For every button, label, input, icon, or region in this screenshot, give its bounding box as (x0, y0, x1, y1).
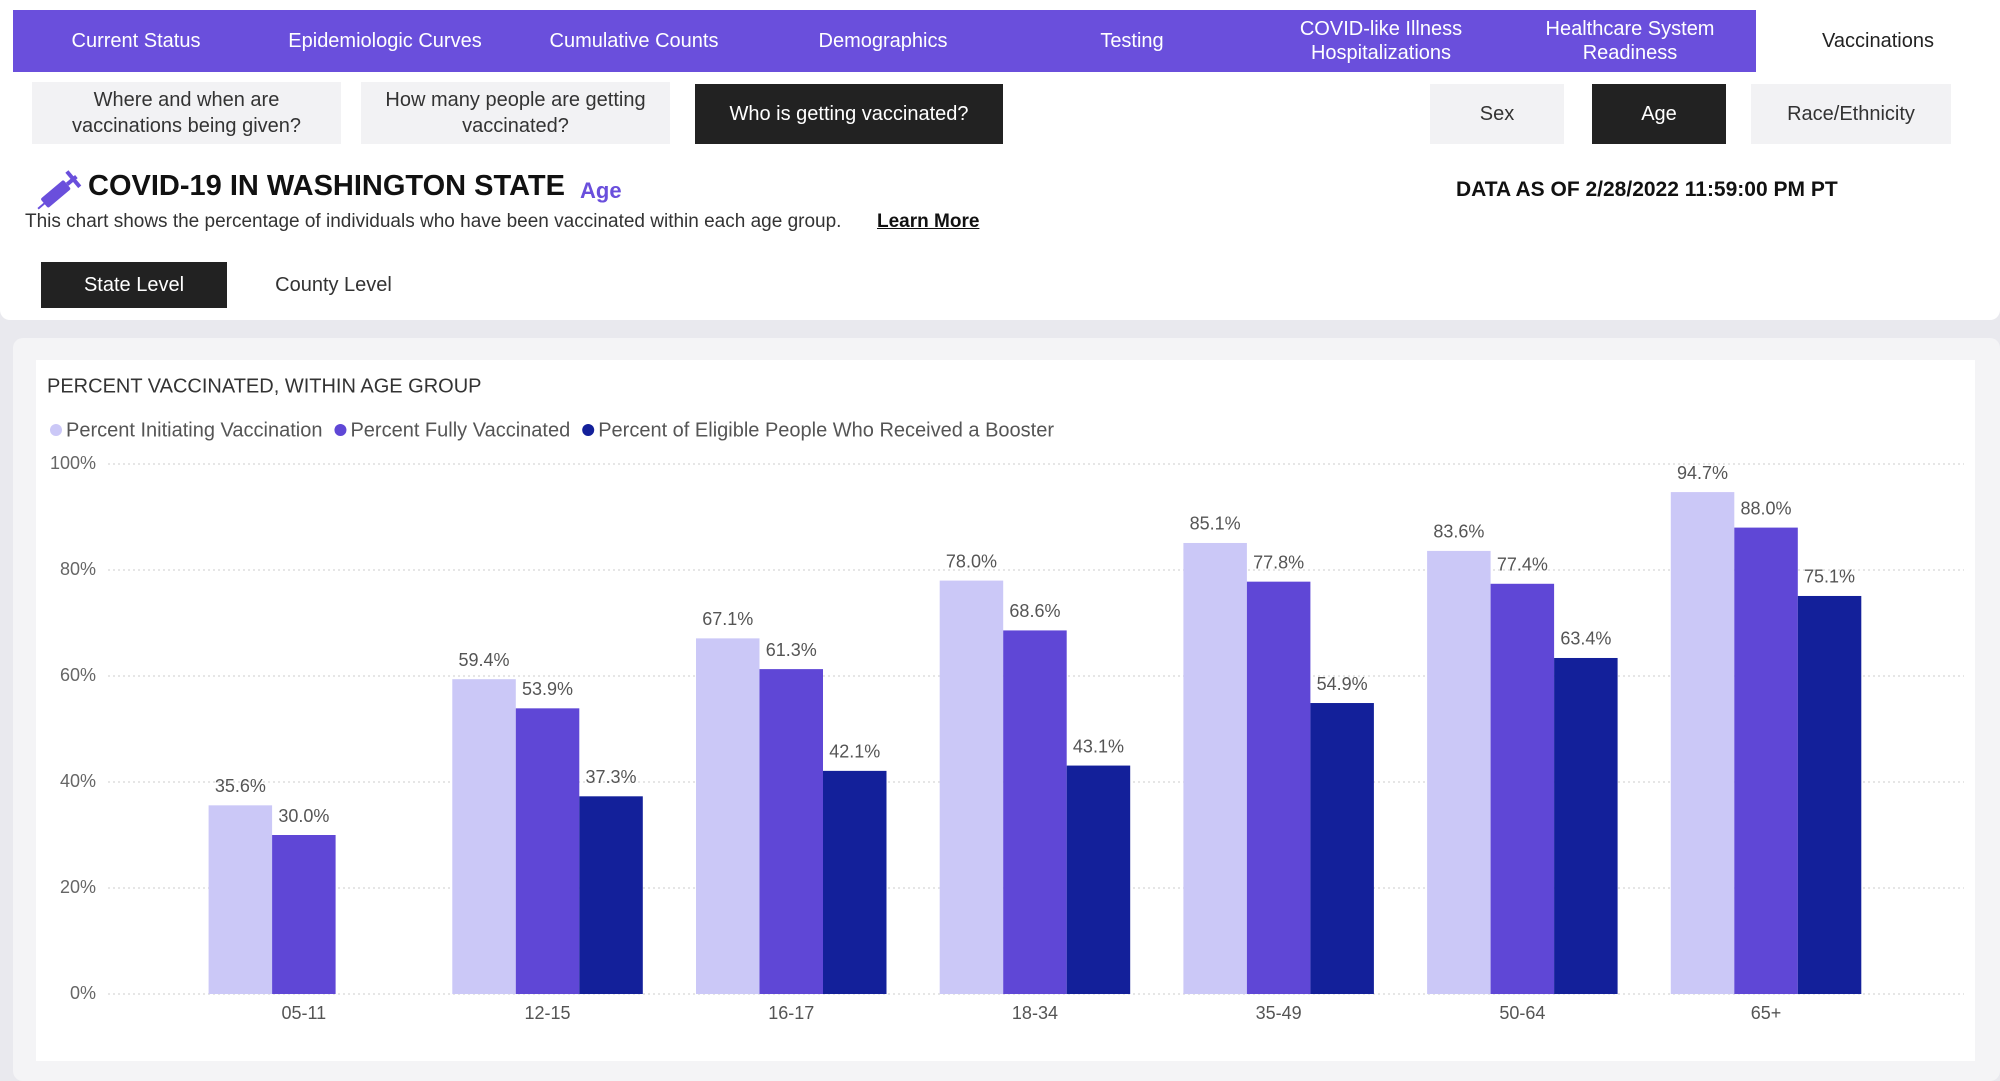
x-tick-label: 18-34 (1012, 1003, 1058, 1023)
nav-tab[interactable]: Current Status (13, 10, 259, 72)
y-tick-label: 60% (60, 665, 96, 685)
bar (1183, 542, 1247, 994)
data-label: 83.6% (1433, 522, 1484, 542)
data-label: 53.9% (522, 679, 573, 699)
syringe-icon (37, 170, 82, 210)
data-label: 61.3% (766, 640, 817, 660)
x-tick-label: 65+ (1751, 1003, 1782, 1023)
bar (452, 679, 516, 994)
nav-tab[interactable]: Demographics (760, 10, 1006, 72)
nav-tab[interactable]: COVID-like Illness Hospitalizations (1258, 10, 1504, 72)
x-tick-label: 35-49 (1256, 1003, 1302, 1023)
bar (272, 835, 336, 994)
level-button[interactable]: State Level (41, 262, 227, 308)
data-label: 63.4% (1560, 629, 1611, 649)
description: This chart shows the percentage of indiv… (25, 211, 842, 232)
bar (823, 770, 887, 994)
data-label: 43.1% (1073, 736, 1124, 756)
bar (579, 796, 643, 994)
bar (1734, 527, 1798, 994)
data-label: 37.3% (586, 767, 637, 787)
bar (759, 669, 823, 994)
legend-label: Percent Fully Vaccinated (350, 419, 570, 441)
data-date: DATA AS OF 2/28/2022 11:59:00 PM PT (1456, 178, 1838, 201)
bar (696, 638, 760, 994)
legend-label: Percent Initiating Vaccination (66, 419, 322, 441)
filter-button[interactable]: Sex (1430, 84, 1564, 144)
level-button[interactable]: County Level (241, 262, 426, 308)
filter-button[interactable]: Race/Ethnicity (1751, 84, 1951, 144)
learn-more-link[interactable]: Learn More (877, 211, 980, 232)
data-label: 77.4% (1497, 555, 1548, 575)
data-label: 67.1% (702, 609, 753, 629)
page-title: COVID-19 IN WASHINGTON STATE (88, 170, 565, 202)
bar (939, 580, 1004, 994)
page-tag: Age (580, 178, 622, 203)
legend-marker (334, 424, 347, 436)
chart-title: PERCENT VACCINATED, WITHIN AGE GROUP (47, 375, 482, 397)
filter-button[interactable]: Age (1592, 84, 1726, 144)
question-button[interactable]: Where and when are vaccinations being gi… (32, 82, 341, 144)
bar (1670, 492, 1735, 994)
legend-marker (582, 424, 595, 436)
data-label: 35.6% (215, 776, 266, 796)
bar (1066, 765, 1131, 994)
bar (1310, 703, 1374, 994)
data-label: 94.7% (1677, 463, 1728, 483)
bar (1490, 583, 1555, 994)
x-tick-label: 05-11 (281, 1003, 326, 1023)
data-label: 77.8% (1253, 552, 1304, 572)
nav-tab[interactable]: Vaccinations (1756, 10, 2000, 72)
data-label: 30.0% (278, 806, 329, 826)
bar (1246, 581, 1311, 994)
legend-label: Percent of Eligible People Who Received … (598, 419, 1054, 441)
bar (1797, 595, 1862, 994)
y-tick-label: 40% (60, 771, 96, 791)
y-tick-label: 20% (60, 877, 96, 897)
bar (1554, 657, 1618, 994)
y-tick-label: 100% (50, 453, 96, 473)
x-tick-label: 50-64 (1499, 1003, 1545, 1023)
y-tick-label: 80% (60, 559, 96, 579)
x-tick-label: 16-17 (768, 1003, 814, 1023)
data-label: 88.0% (1741, 498, 1792, 518)
nav-tab[interactable]: Healthcare System Readiness (1507, 10, 1753, 72)
nav-tab[interactable]: Testing (1009, 10, 1255, 72)
bar (1003, 630, 1067, 994)
bar (515, 708, 580, 994)
data-label: 54.9% (1317, 674, 1368, 694)
data-label: 78.0% (946, 551, 997, 571)
data-label: 75.1% (1804, 567, 1855, 587)
x-tick-label: 12-15 (525, 1003, 571, 1023)
question-button[interactable]: Who is getting vaccinated? (695, 84, 1003, 144)
data-label: 59.4% (459, 650, 510, 670)
data-label: 68.6% (1009, 601, 1060, 621)
data-label: 42.1% (829, 742, 880, 762)
question-button[interactable]: How many people are getting vaccinated? (361, 82, 670, 144)
data-label: 85.1% (1190, 514, 1241, 534)
nav-tab[interactable]: Epidemiologic Curves (262, 10, 508, 72)
bar (208, 805, 273, 994)
y-tick-label: 0% (70, 983, 96, 1003)
nav-tab[interactable]: Cumulative Counts (511, 10, 757, 72)
bar (1427, 550, 1491, 994)
legend-marker (50, 424, 62, 436)
